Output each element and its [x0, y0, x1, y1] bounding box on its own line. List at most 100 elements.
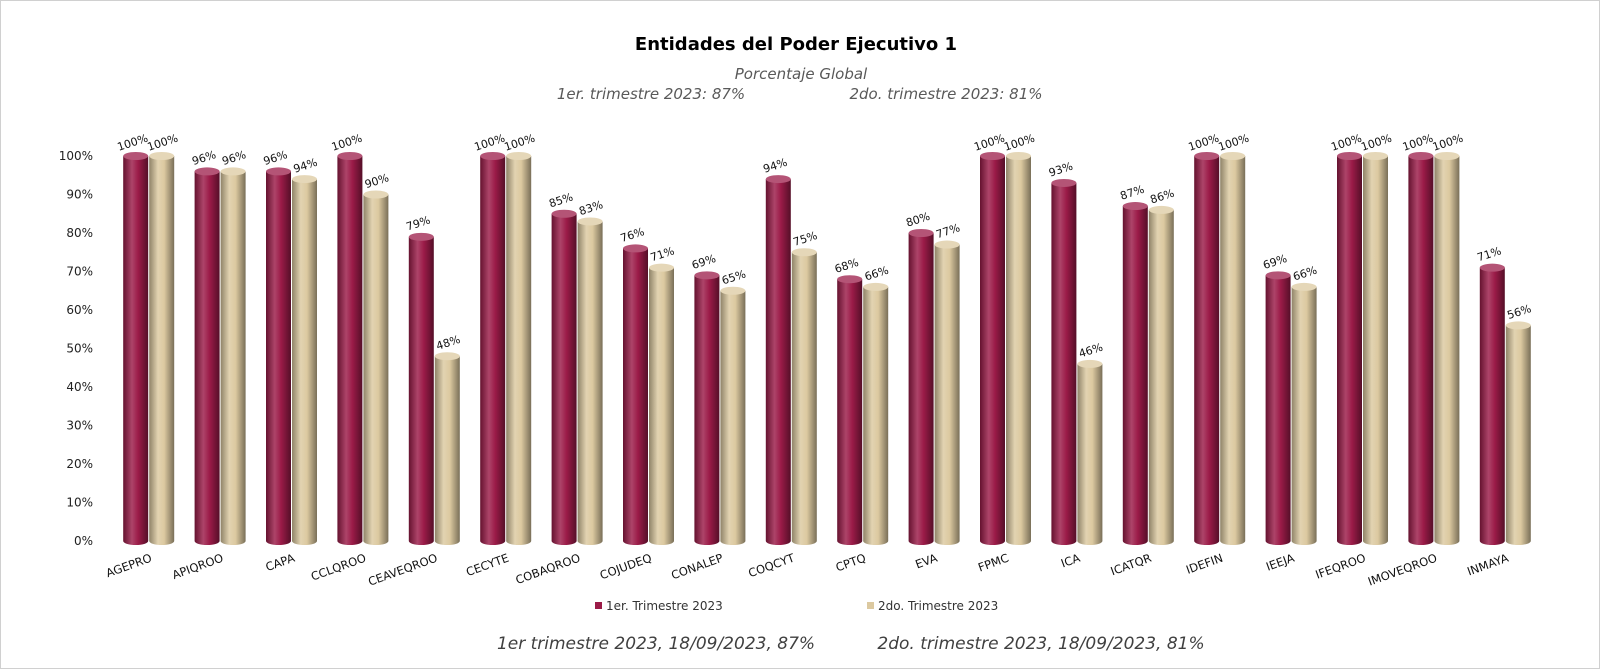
bar-body: [1122, 206, 1148, 546]
bar-cap: [434, 352, 460, 361]
bar-body: [1051, 182, 1077, 545]
bar-body: [506, 156, 532, 545]
bar-icatqr-s2: [1148, 205, 1174, 545]
bar-cojudeq-s2: [649, 263, 674, 545]
legend-label: 1er. Trimestre 2023: [606, 599, 723, 613]
data-label: 96%: [262, 148, 289, 168]
bar-cptq-s1: [837, 275, 863, 545]
bar-cap: [1194, 152, 1220, 160]
bar-ifeqroo-s2: [1363, 152, 1388, 545]
bar-body: [1505, 325, 1531, 545]
bar-ceaveqroo-s1: [408, 232, 434, 545]
subtitle-q2: 2do. trimestre 2023: 81%: [849, 85, 1042, 103]
x-tick-label: IEEJA: [1264, 551, 1296, 574]
y-axis: 0% 10% 20% 30% 40% 50% 60% 70% 80% 90% 100%: [59, 149, 93, 548]
bar-cap: [266, 167, 291, 176]
bar-body: [720, 290, 746, 545]
bar-cap: [791, 248, 817, 257]
bar-body: [1291, 286, 1317, 545]
bar-cap: [1505, 321, 1531, 330]
data-label: 96%: [220, 148, 247, 168]
bar-body: [765, 179, 791, 545]
bar-cap: [1006, 152, 1031, 160]
bar-cap: [720, 286, 746, 295]
bar-cap: [980, 152, 1005, 160]
x-tick-label: COBAQROO: [514, 551, 582, 587]
data-label: 100%: [473, 132, 507, 154]
bar-cclqroo-s2: [363, 190, 389, 545]
bar-body: [577, 221, 603, 545]
bar-cap: [292, 175, 317, 184]
data-label: 76%: [619, 225, 646, 245]
bar-cap: [408, 232, 434, 241]
bar-cap: [1265, 271, 1291, 280]
legend-swatch: [867, 602, 874, 609]
data-label: 71%: [649, 244, 676, 264]
bar-cap: [1434, 152, 1460, 160]
bar-cap: [194, 167, 220, 176]
y-tick-label: 90%: [66, 188, 93, 202]
data-label: 56%: [1506, 302, 1533, 322]
data-label: 69%: [1261, 252, 1288, 272]
y-tick-label: 10%: [66, 496, 93, 510]
data-label: 96%: [190, 148, 217, 168]
y-tick-label: 70%: [66, 265, 93, 279]
bar-cap: [1408, 152, 1434, 160]
x-tick-label: CCLQROO: [309, 551, 368, 584]
x-tick-label: CEAVEQROO: [366, 551, 439, 589]
bar-body: [791, 252, 817, 545]
bar-idefin-s1: [1194, 152, 1220, 545]
legend-item: 1er. Trimestre 2023: [595, 599, 723, 613]
legend-label: 2do. Trimestre 2023: [878, 599, 998, 613]
y-tick-label: 40%: [66, 380, 93, 394]
bars-group: 100%100%96% 96% 96% 94%100%90%79%48%100%100…: [116, 132, 1533, 546]
data-label: 69%: [690, 252, 717, 272]
bar-cap: [1363, 152, 1388, 160]
bar-apiqroo-s2: [220, 167, 246, 545]
bar-cap: [1479, 263, 1505, 272]
bar-cecyte-s1: [480, 152, 506, 545]
data-label: 46%: [1077, 341, 1104, 361]
bar-body: [480, 156, 506, 545]
bar-cap: [551, 209, 577, 218]
x-tick-label: ICA: [1059, 551, 1082, 571]
data-label: 87%: [1119, 183, 1146, 203]
bar-body: [1363, 156, 1388, 545]
x-tick-label: COJUDEQ: [598, 551, 654, 583]
data-label: 100%: [146, 132, 180, 154]
x-tick-label: IFEQROO: [1313, 551, 1367, 582]
bar-body: [1434, 156, 1460, 545]
bar-cap: [337, 152, 363, 160]
data-label: 94%: [762, 156, 789, 176]
bar-idefin-s2: [1220, 152, 1246, 545]
data-label: 68%: [833, 256, 860, 276]
bar-body: [1265, 275, 1291, 545]
bar-conalep-s1: [694, 271, 720, 545]
bar-ica-s1: [1051, 178, 1077, 545]
bar-cap: [1051, 178, 1077, 187]
x-tick-label: AGEPRO: [104, 551, 154, 581]
bar-body: [623, 248, 648, 545]
bar-eva-s2: [934, 240, 960, 546]
bar-coqcyt-s1: [765, 175, 791, 545]
bar-cap: [1077, 359, 1103, 368]
bar-conalep-s2: [720, 286, 746, 545]
bar-body: [1077, 363, 1103, 545]
data-label: 100%: [1431, 132, 1465, 154]
x-tick-label: FPMC: [976, 551, 1010, 575]
x-tick-label: APIQROO: [170, 551, 225, 582]
data-label: 100%: [330, 132, 364, 154]
y-tick-label: 80%: [66, 226, 93, 240]
bar-cap: [363, 190, 389, 199]
data-label: 85%: [547, 190, 574, 210]
data-label: 100%: [116, 132, 150, 154]
bar-body: [220, 171, 246, 545]
data-label: 77%: [934, 221, 961, 241]
bar-body: [837, 279, 863, 545]
bar-cap: [1337, 152, 1362, 160]
data-label: 100%: [1359, 132, 1393, 154]
y-tick-label: 50%: [66, 342, 93, 356]
